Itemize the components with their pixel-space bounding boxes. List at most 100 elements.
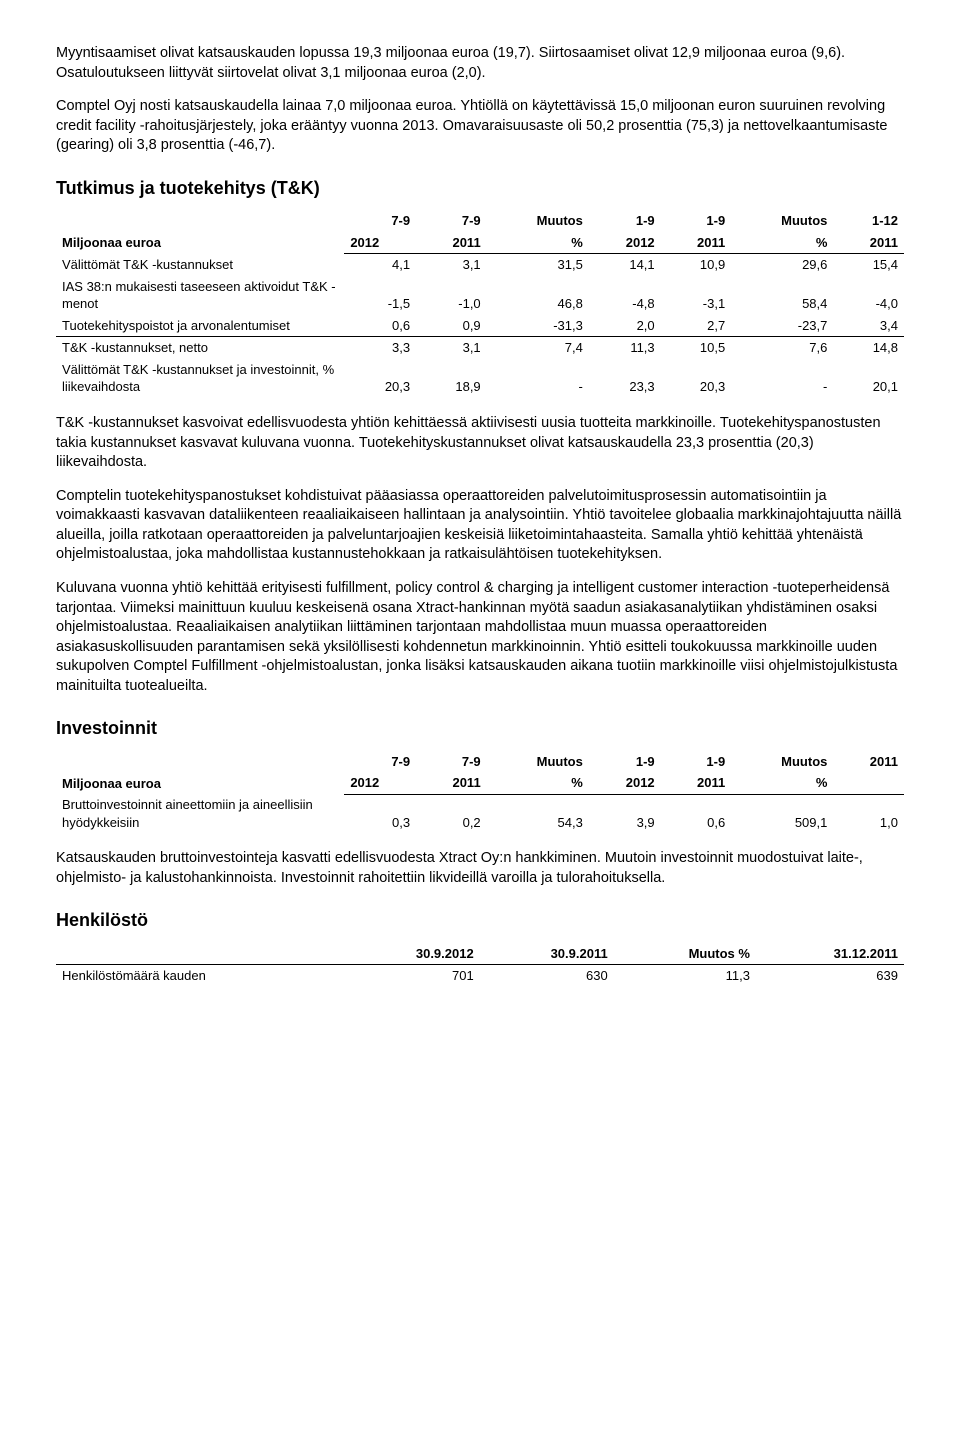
tk-col-bot-5: % <box>731 232 833 254</box>
tk-row-label: Tuotekehityspoistot ja arvonalentumiset <box>56 315 344 337</box>
tk-col-top-6: 1-12 <box>833 210 904 232</box>
tk-col-top-3: 1-9 <box>589 210 661 232</box>
hen-col-1: 30.9.2011 <box>480 943 614 965</box>
tk-col-bot-6: 2011 <box>833 232 904 254</box>
tk-cell: -4,8 <box>589 276 661 315</box>
tk-cell: -1,0 <box>416 276 487 315</box>
paragraph-tk-summary: T&K -kustannukset kasvoivat edellisvuode… <box>56 414 904 473</box>
tk-cell: 4,1 <box>344 254 416 276</box>
tk-row-label: IAS 38:n mukaisesti taseeseen aktivoidut… <box>56 276 344 315</box>
hen-val-2: 11,3 <box>614 965 756 987</box>
tk-cell: 0,9 <box>416 315 487 337</box>
tk-cell: 2,7 <box>661 315 732 337</box>
tk-cell: 7,6 <box>731 337 833 359</box>
tk-cell: 20,3 <box>344 359 416 398</box>
tk-col-bot-2: % <box>487 232 589 254</box>
tk-cell: 3,1 <box>416 337 487 359</box>
tk-cell: - <box>487 359 589 398</box>
hen-col-3: 31.12.2011 <box>756 943 904 965</box>
inv-cell: 0,6 <box>661 794 732 833</box>
tk-col-bot-1: 2011 <box>416 232 487 254</box>
tk-cell: 46,8 <box>487 276 589 315</box>
tk-cell: 10,9 <box>661 254 732 276</box>
tk-cell: -4,0 <box>833 276 904 315</box>
inv-cell: 3,9 <box>589 794 661 833</box>
inv-cell: 1,0 <box>833 794 904 833</box>
tk-cell: -3,1 <box>661 276 732 315</box>
tk-col-top-5: Muutos <box>731 210 833 232</box>
inv-row-label: Bruttoinvestoinnit aineettomiin ja ainee… <box>56 794 344 833</box>
heading-tk: Tutkimus ja tuotekehitys (T&K) <box>56 176 904 200</box>
inv-col-top-5: Muutos <box>731 751 833 773</box>
tk-col-top-2: Muutos <box>487 210 589 232</box>
tk-cell: -1,5 <box>344 276 416 315</box>
inv-cell: 0,2 <box>416 794 487 833</box>
tk-col-bot-4: 2011 <box>661 232 732 254</box>
tk-cell: 58,4 <box>731 276 833 315</box>
tk-cell: 3,4 <box>833 315 904 337</box>
tk-row-label: T&K -kustannukset, netto <box>56 337 344 359</box>
tk-cell: 10,5 <box>661 337 732 359</box>
tk-cell: 3,3 <box>344 337 416 359</box>
inv-col-top-4: 1-9 <box>661 751 732 773</box>
inv-col-top-3: 1-9 <box>589 751 661 773</box>
heading-personnel: Henkilöstö <box>56 908 904 932</box>
hen-row-label: Henkilöstömäärä kauden <box>56 965 344 987</box>
tk-cell: 18,9 <box>416 359 487 398</box>
tk-cell: 14,8 <box>833 337 904 359</box>
tk-row-label: Välittömät T&K -kustannukset <box>56 254 344 276</box>
hen-val-3: 639 <box>756 965 904 987</box>
tk-cell: 2,0 <box>589 315 661 337</box>
inv-col-bot-6 <box>833 772 904 794</box>
tk-row-label: Välittömät T&K -kustannukset ja investoi… <box>56 359 344 398</box>
tk-cell: - <box>731 359 833 398</box>
paragraph-inv-summary: Katsauskauden bruttoinvestointeja kasvat… <box>56 849 904 888</box>
hen-table: 30.9.2012 30.9.2011 Muutos % 31.12.2011 … <box>56 943 904 987</box>
inv-col-top-0: 7-9 <box>344 751 416 773</box>
tk-col-bot-0: 2012 <box>344 232 416 254</box>
inv-col-top-6: 2011 <box>833 751 904 773</box>
tk-col-top-0: 7-9 <box>344 210 416 232</box>
tk-cell: -31,3 <box>487 315 589 337</box>
paragraph-tk-focus: Comptelin tuotekehityspanostukset kohdis… <box>56 487 904 565</box>
inv-col-bot-5: % <box>731 772 833 794</box>
hen-empty <box>56 943 344 965</box>
inv-col-bot-1: 2011 <box>416 772 487 794</box>
tk-cell: 20,3 <box>661 359 732 398</box>
heading-investments: Investoinnit <box>56 716 904 740</box>
tk-cell: 11,3 <box>589 337 661 359</box>
tk-col-top-4: 1-9 <box>661 210 732 232</box>
inv-col-top-2: Muutos <box>487 751 589 773</box>
inv-col-bot-2: % <box>487 772 589 794</box>
inv-table: Miljoonaa euroa 7-9 7-9 Muutos 1-9 1-9 M… <box>56 751 904 834</box>
hen-col-0: 30.9.2012 <box>344 943 479 965</box>
paragraph-financing: Comptel Oyj nosti katsauskaudella lainaa… <box>56 97 904 156</box>
tk-cell: 23,3 <box>589 359 661 398</box>
tk-cell: -23,7 <box>731 315 833 337</box>
inv-col-bot-0: 2012 <box>344 772 416 794</box>
tk-table: Miljoonaa euroa 7-9 7-9 Muutos 1-9 1-9 M… <box>56 210 904 398</box>
hen-val-1: 630 <box>480 965 614 987</box>
inv-cell: 509,1 <box>731 794 833 833</box>
hen-val-0: 701 <box>344 965 479 987</box>
tk-cell: 7,4 <box>487 337 589 359</box>
tk-header-label: Miljoonaa euroa <box>56 210 344 254</box>
paragraph-receivables: Myyntisaamiset olivat katsauskauden lopu… <box>56 44 904 83</box>
tk-cell: 31,5 <box>487 254 589 276</box>
tk-cell: 3,1 <box>416 254 487 276</box>
inv-header-label: Miljoonaa euroa <box>56 751 344 795</box>
paragraph-tk-products: Kuluvana vuonna yhtiö kehittää erityises… <box>56 579 904 696</box>
tk-cell: 15,4 <box>833 254 904 276</box>
inv-cell: 0,3 <box>344 794 416 833</box>
inv-col-bot-4: 2011 <box>661 772 732 794</box>
tk-col-top-1: 7-9 <box>416 210 487 232</box>
inv-cell: 54,3 <box>487 794 589 833</box>
hen-col-2: Muutos % <box>614 943 756 965</box>
tk-col-bot-3: 2012 <box>589 232 661 254</box>
tk-cell: 0,6 <box>344 315 416 337</box>
inv-col-bot-3: 2012 <box>589 772 661 794</box>
tk-cell: 29,6 <box>731 254 833 276</box>
tk-cell: 20,1 <box>833 359 904 398</box>
inv-col-top-1: 7-9 <box>416 751 487 773</box>
tk-cell: 14,1 <box>589 254 661 276</box>
